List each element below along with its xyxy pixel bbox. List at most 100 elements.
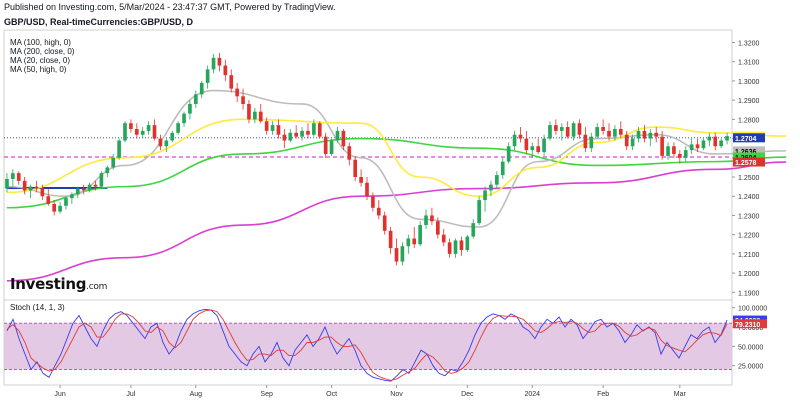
- candle-body: [170, 132, 175, 141]
- candle-body: [583, 134, 588, 149]
- x-tick-label: Aug: [190, 391, 203, 398]
- candle-body: [164, 140, 169, 147]
- legend-ma20: MA (20, close, 0): [10, 56, 71, 65]
- candle-body: [359, 177, 363, 183]
- candle-body: [618, 128, 623, 135]
- candle-body: [465, 236, 470, 251]
- candle-body: [22, 180, 27, 191]
- candle-body: [34, 186, 39, 189]
- x-tick-label: Feb: [597, 391, 609, 398]
- price-label-box: [733, 133, 765, 143]
- x-tick-label: Nov: [390, 391, 403, 398]
- candle-body: [589, 136, 594, 149]
- candle-body: [58, 205, 62, 212]
- candle-body: [353, 159, 358, 178]
- axis-layer: 1.32001.31001.30001.29001.28001.27001.26…: [54, 40, 767, 398]
- candle-body: [725, 136, 729, 141]
- candle-body: [707, 136, 712, 141]
- candle-body: [288, 132, 293, 141]
- candle-body: [329, 140, 334, 154]
- y-tick-label: 1.3000: [738, 79, 760, 86]
- candles-layer: [5, 53, 729, 266]
- y-tick-label: 1.3100: [738, 60, 760, 67]
- stoch-tick-label: 50.0000: [738, 344, 763, 351]
- price-label-box: [733, 157, 765, 167]
- candle-body: [371, 196, 375, 208]
- candle-body: [554, 125, 558, 131]
- y-tick-label: 1.2000: [738, 271, 760, 278]
- candle-body: [447, 242, 452, 254]
- candle-body: [506, 146, 511, 162]
- candle-body: [52, 203, 57, 212]
- candle-body: [211, 57, 216, 70]
- candle-body: [365, 182, 369, 197]
- candle-body: [323, 136, 328, 154]
- y-tick-label: 1.2800: [738, 117, 760, 124]
- stoch-tick-label: 100.0000: [738, 306, 767, 313]
- stoch-line-0: [6, 308, 728, 382]
- candle-body: [666, 146, 670, 156]
- candle-body: [341, 130, 346, 147]
- y-tick-label: 1.2400: [738, 194, 760, 201]
- y-tick-label: 1.1900: [738, 290, 760, 297]
- candle-body: [87, 184, 92, 191]
- candle-body: [701, 140, 706, 149]
- candle-body: [435, 221, 440, 235]
- candle-body: [75, 188, 80, 195]
- candle-body: [613, 128, 617, 137]
- candle-body: [376, 207, 381, 216]
- candle-body: [229, 75, 234, 89]
- price-label-text: 1.2578: [735, 160, 757, 167]
- candle-body: [642, 130, 647, 139]
- stoch-tick-label: 25.0000: [738, 364, 763, 371]
- candle-body: [406, 238, 411, 247]
- x-tick-label: Oct: [326, 391, 337, 398]
- y-tick-label: 1.2100: [738, 252, 760, 259]
- candle-body: [282, 134, 287, 141]
- candle-body: [453, 240, 458, 254]
- candle-body: [105, 167, 110, 174]
- candle-body: [247, 103, 251, 120]
- candle-body: [412, 238, 417, 245]
- instrument-title: GBP/USD, Real-timeCurrencies:GBP/USD, D: [4, 17, 194, 27]
- candle-body: [335, 130, 340, 141]
- candle-body: [152, 125, 157, 139]
- candle-body: [719, 140, 723, 147]
- candle-body: [111, 157, 116, 168]
- candle-body: [483, 190, 487, 201]
- stoch-value-box: [733, 319, 767, 329]
- candle-body: [530, 146, 535, 151]
- x-tick-label: Jul: [126, 391, 135, 398]
- candle-body: [577, 123, 582, 135]
- candle-body: [565, 127, 570, 137]
- candle-body: [46, 196, 51, 204]
- candle-body: [11, 173, 15, 179]
- candle-body: [276, 125, 281, 135]
- candle-body: [595, 127, 600, 137]
- candle-body: [382, 215, 387, 231]
- x-tick-label: Sep: [260, 391, 273, 398]
- legend-ma100: MA (100, high, 0): [10, 38, 71, 47]
- stoch-band: [4, 323, 732, 370]
- candle-body: [134, 128, 139, 135]
- candle-body: [99, 173, 104, 187]
- candle-body: [394, 248, 399, 262]
- candle-body: [654, 132, 659, 137]
- legend-ma50: MA (50, high, 0): [10, 65, 67, 74]
- indicator-legend: MA (100, high, 0) MA (200, close, 0) MA …: [10, 38, 74, 74]
- candle-body: [607, 130, 611, 137]
- candle-body: [123, 123, 127, 141]
- y-tick-label: 1.2300: [738, 213, 760, 220]
- price-label-text: 1.2636: [735, 149, 757, 156]
- candle-body: [81, 188, 86, 191]
- published-line: Published on Investing.com, 5/Mar/2024 -…: [4, 2, 336, 12]
- candle-body: [542, 138, 546, 153]
- candle-body: [146, 125, 151, 131]
- ma-line-3: [6, 118, 787, 198]
- candle-body: [471, 223, 476, 237]
- candle-body: [64, 198, 68, 206]
- x-tick-label: 2024: [524, 391, 540, 398]
- candle-body: [571, 123, 576, 137]
- candle-body: [424, 215, 428, 226]
